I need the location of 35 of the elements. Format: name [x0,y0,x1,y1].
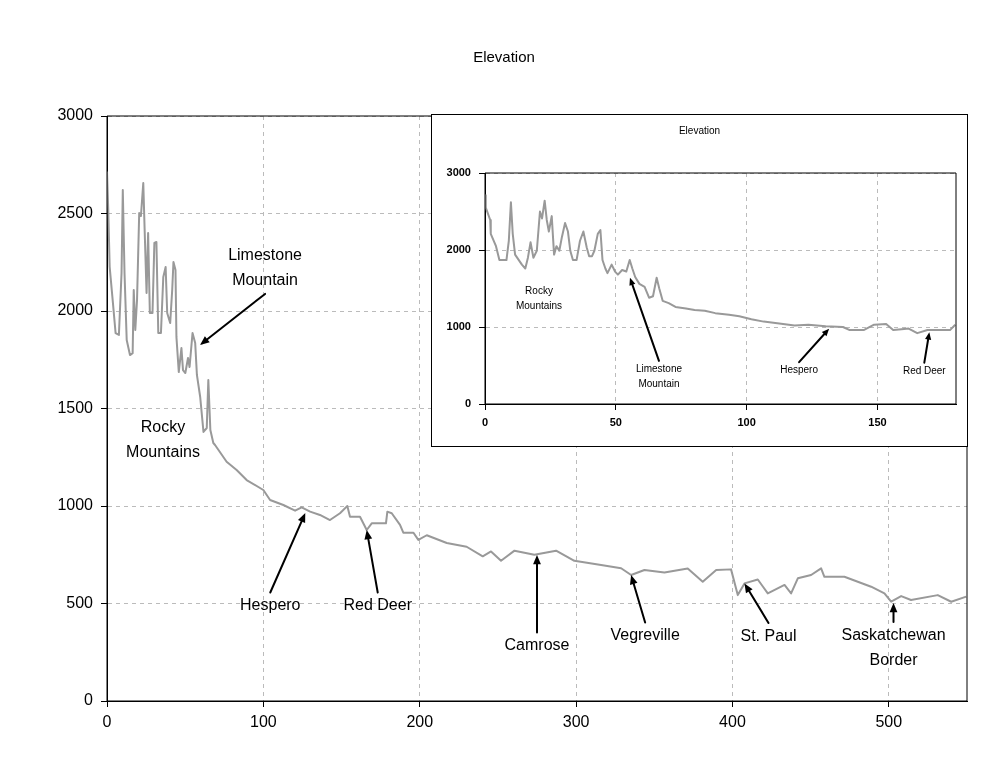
x-tick-label: 400 [719,713,746,731]
annotation: Hespero [240,596,301,614]
x-tick-label: 100 [737,415,756,428]
annotation: Saskatchewan Border [841,625,946,668]
y-tick-label: 2000 [57,301,94,319]
annotation: Rocky Mountains [126,417,200,460]
annotation: St. Paul [740,626,797,644]
y-tick-label: 500 [66,593,94,611]
chart-title: Elevation [473,48,535,66]
y-tick-label: 1500 [57,398,94,416]
y-tick-label: 3000 [446,166,471,179]
y-tick-label: 0 [464,397,471,410]
x-tick-label: 200 [406,713,434,731]
annotation: Limestone Mountain [228,245,303,288]
annotation: Hespero [780,364,819,376]
x-tick-label: 150 [868,415,887,428]
x-tick-label: 300 [562,713,590,731]
y-tick-label: 1000 [57,496,94,514]
x-tick-label: 0 [481,415,489,428]
annotation: Vegreville [610,626,680,644]
annotation: Rocky Mountains [515,285,563,312]
y-tick-label: 3000 [57,106,94,124]
y-tick-label: 2000 [446,243,471,256]
y-tick-label: 0 [84,691,94,709]
x-tick-label: 0 [102,713,112,731]
y-tick-label: 1000 [446,320,471,333]
annotation: Red Deer [343,596,413,614]
x-tick-label: 50 [609,415,622,428]
y-tick-label: 2500 [57,203,94,221]
x-tick-label: 100 [250,713,277,731]
annotation: Camrose [504,636,570,654]
x-tick-label: 500 [875,713,903,731]
chart-title: Elevation [678,124,721,136]
annotation: Limestone Mountain [635,363,683,390]
annotation: Red Deer [902,364,947,376]
